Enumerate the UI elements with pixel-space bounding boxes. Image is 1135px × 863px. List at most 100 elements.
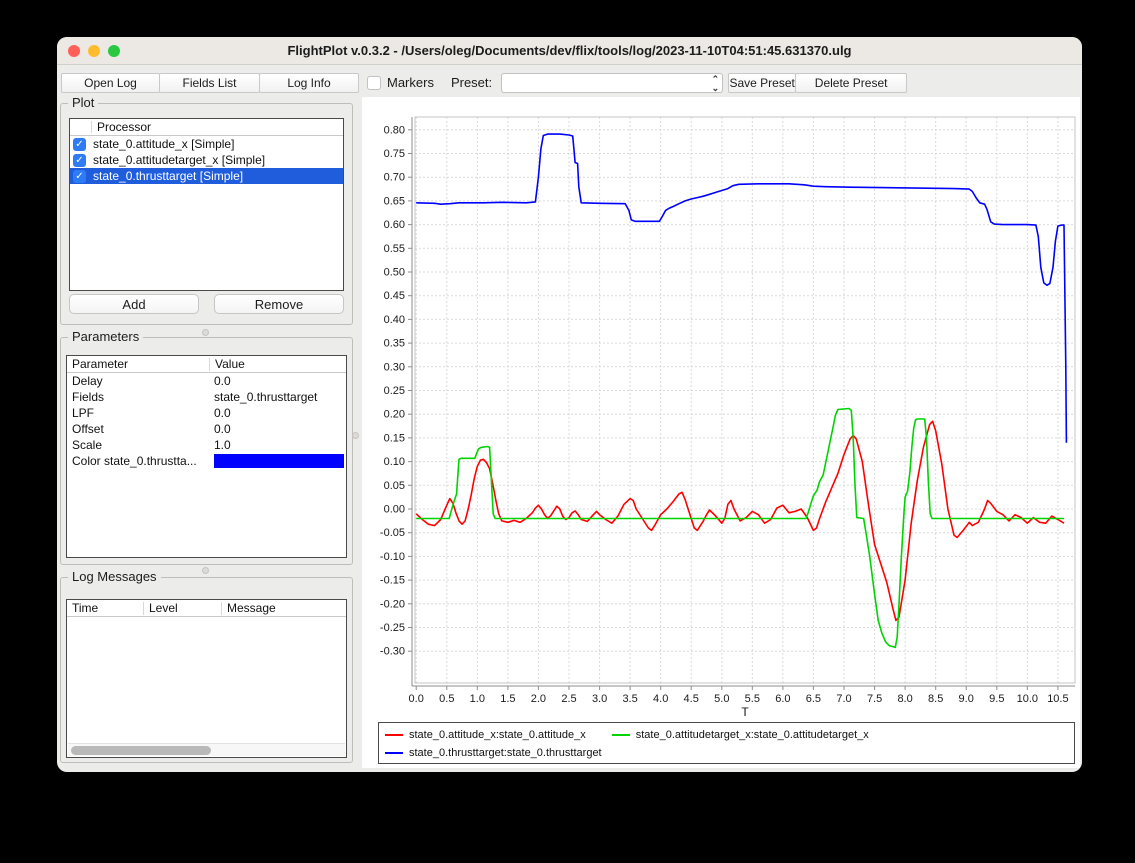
svg-text:0.5: 0.5 xyxy=(439,693,454,705)
svg-text:4.5: 4.5 xyxy=(684,693,699,705)
svg-text:0.70: 0.70 xyxy=(384,172,405,184)
param-value: 0.0 xyxy=(209,422,346,436)
save-preset-button[interactable]: Save Preset xyxy=(728,73,796,93)
svg-text:-0.05: -0.05 xyxy=(380,527,405,539)
param-value: 0.0 xyxy=(209,374,346,388)
delete-preset-button[interactable]: Delete Preset xyxy=(795,73,907,93)
svg-text:4.0: 4.0 xyxy=(653,693,668,705)
svg-text:-0.15: -0.15 xyxy=(380,575,405,587)
svg-text:2.0: 2.0 xyxy=(531,693,546,705)
red-line-swatch xyxy=(385,734,403,736)
chevron-down-icon[interactable]: ⌄ xyxy=(712,84,720,93)
param-name: Color state_0.thrustta... xyxy=(67,454,209,468)
processor-column-header: Processor xyxy=(97,120,151,134)
table-row[interactable]: Delay 0.0 xyxy=(67,373,346,389)
svg-text:0.15: 0.15 xyxy=(384,432,405,444)
checked-checkbox-icon[interactable]: ✓ xyxy=(73,138,86,151)
splitter-handle[interactable] xyxy=(202,567,209,574)
remove-button[interactable]: Remove xyxy=(214,294,344,314)
svg-text:7.0: 7.0 xyxy=(836,693,851,705)
checked-checkbox-icon[interactable]: ✓ xyxy=(73,170,86,183)
svg-text:3.5: 3.5 xyxy=(622,693,637,705)
svg-text:T: T xyxy=(741,705,749,717)
legend-label: state_0.attitude_x:state_0.attitude_x xyxy=(409,729,586,741)
column-separator xyxy=(91,121,92,133)
table-row[interactable]: Offset 0.0 xyxy=(67,421,346,437)
processor-table-header: Processor xyxy=(70,119,343,136)
green-line-swatch xyxy=(612,734,630,736)
svg-text:0.60: 0.60 xyxy=(384,219,405,231)
message-column-header: Message xyxy=(221,602,346,615)
svg-text:0.0: 0.0 xyxy=(409,693,424,705)
scrollbar-thumb[interactable] xyxy=(71,746,211,755)
param-value xyxy=(209,454,346,468)
svg-text:0.25: 0.25 xyxy=(384,385,405,397)
horizontal-scrollbar[interactable] xyxy=(68,743,345,756)
svg-text:9.5: 9.5 xyxy=(989,693,1004,705)
table-row[interactable]: Fields state_0.thrusttarget xyxy=(67,389,346,405)
color-swatch[interactable] xyxy=(214,454,344,468)
title-bar[interactable]: FlightPlot v.0.3.2 - /Users/oleg/Documen… xyxy=(57,37,1082,65)
processor-table[interactable]: Processor ✓ state_0.attitude_x [Simple] … xyxy=(69,118,344,291)
log-messages-table[interactable]: Time Level Message xyxy=(66,599,347,758)
log-info-button[interactable]: Log Info xyxy=(259,73,359,93)
fields-list-button[interactable]: Fields List xyxy=(159,73,260,93)
traffic-lights xyxy=(68,45,120,57)
param-value: state_0.thrusttarget xyxy=(209,390,346,404)
svg-text:0.45: 0.45 xyxy=(384,290,405,302)
svg-text:6.5: 6.5 xyxy=(806,693,821,705)
add-button[interactable]: Add xyxy=(69,294,199,314)
open-log-button[interactable]: Open Log xyxy=(61,73,160,93)
combobox-stepper[interactable]: ⌃ ⌄ xyxy=(712,75,720,93)
svg-text:8.5: 8.5 xyxy=(928,693,943,705)
svg-text:10.0: 10.0 xyxy=(1017,693,1038,705)
time-column-header: Time xyxy=(67,601,143,615)
param-value: 1.0 xyxy=(209,438,346,452)
svg-text:1.5: 1.5 xyxy=(500,693,515,705)
checked-checkbox-icon[interactable]: ✓ xyxy=(73,154,86,167)
splitter-handle[interactable] xyxy=(202,329,209,336)
svg-text:0.00: 0.00 xyxy=(384,504,405,516)
flight-data-chart[interactable]: -0.30-0.25-0.20-0.15-0.10-0.050.000.050.… xyxy=(362,97,1080,717)
svg-text:0.05: 0.05 xyxy=(384,480,405,492)
svg-text:0.40: 0.40 xyxy=(384,314,405,326)
svg-text:-0.10: -0.10 xyxy=(380,551,405,563)
param-name: Fields xyxy=(67,390,209,404)
table-row[interactable]: ✓ state_0.attitude_x [Simple] xyxy=(70,136,343,152)
table-row[interactable]: LPF 0.0 xyxy=(67,405,346,421)
close-window-icon[interactable] xyxy=(68,45,80,57)
table-row[interactable]: ✓ state_0.thrusttarget [Simple] xyxy=(70,168,343,184)
param-name: Delay xyxy=(67,374,209,388)
param-value: 0.0 xyxy=(209,406,346,420)
param-name: Offset xyxy=(67,422,209,436)
table-row[interactable]: Color state_0.thrustta... xyxy=(67,453,346,469)
window-title: FlightPlot v.0.3.2 - /Users/oleg/Documen… xyxy=(287,43,851,58)
blue-line-swatch xyxy=(385,752,403,754)
parameters-table[interactable]: Parameter Value Delay 0.0 Fields state_0… xyxy=(66,355,347,558)
value-column-header: Value xyxy=(209,358,346,371)
plot-panel: Plot Processor ✓ state_0.attitude_x [Sim… xyxy=(60,103,353,325)
minimize-window-icon[interactable] xyxy=(88,45,100,57)
processor-label: state_0.thrusttarget [Simple] xyxy=(93,169,243,183)
parameters-panel: Parameters Parameter Value Delay 0.0 Fie… xyxy=(60,337,353,565)
markers-checkbox[interactable] xyxy=(367,76,381,90)
vertical-splitter-handle[interactable] xyxy=(352,432,359,439)
log-table-header: Time Level Message xyxy=(67,600,346,617)
table-row[interactable]: ✓ state_0.attitudetarget_x [Simple] xyxy=(70,152,343,168)
chart-legend: state_0.attitude_x:state_0.attitude_x st… xyxy=(378,722,1075,764)
svg-text:5.0: 5.0 xyxy=(714,693,729,705)
svg-text:6.0: 6.0 xyxy=(775,693,790,705)
svg-text:0.20: 0.20 xyxy=(384,409,405,421)
zoom-window-icon[interactable] xyxy=(108,45,120,57)
svg-text:2.5: 2.5 xyxy=(561,693,576,705)
markers-label: Markers xyxy=(387,75,434,90)
svg-text:10.5: 10.5 xyxy=(1047,693,1068,705)
svg-text:0.75: 0.75 xyxy=(384,148,405,160)
svg-text:0.65: 0.65 xyxy=(384,195,405,207)
svg-text:7.5: 7.5 xyxy=(867,693,882,705)
preset-combobox[interactable]: ⌃ ⌄ xyxy=(501,73,723,93)
table-row[interactable]: Scale 1.0 xyxy=(67,437,346,453)
log-messages-panel: Log Messages Time Level Message xyxy=(60,577,353,763)
svg-text:5.5: 5.5 xyxy=(745,693,760,705)
svg-text:0.80: 0.80 xyxy=(384,124,405,136)
